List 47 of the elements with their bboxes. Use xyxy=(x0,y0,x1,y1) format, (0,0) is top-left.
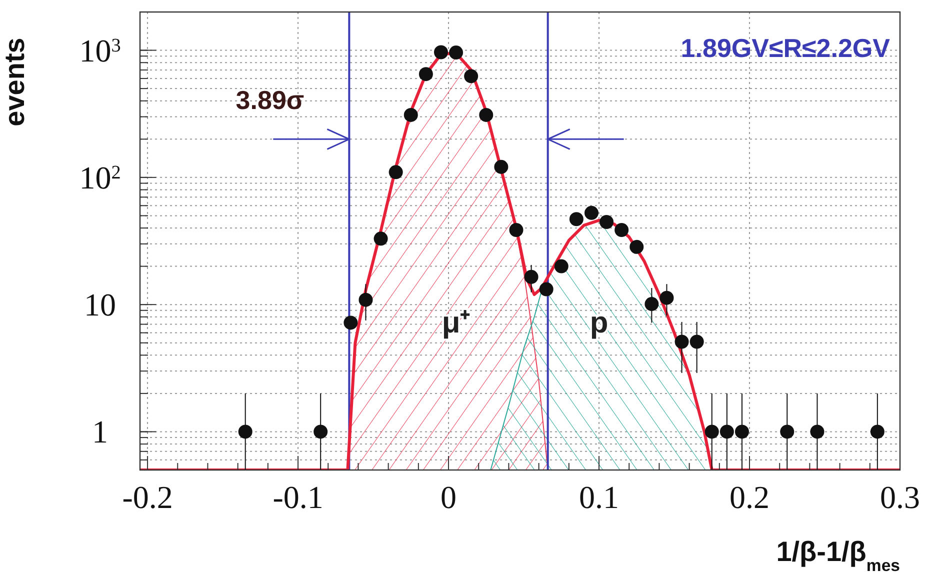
x-tick-label: -0.1 xyxy=(272,479,324,515)
point xyxy=(404,108,418,122)
point xyxy=(314,424,328,439)
x-tick-label: 0 xyxy=(440,479,457,515)
y-tick-label: 10 xyxy=(84,286,116,323)
point xyxy=(780,424,794,439)
point xyxy=(734,424,749,439)
point xyxy=(584,206,598,220)
point xyxy=(630,240,644,254)
point xyxy=(539,282,554,296)
point xyxy=(569,212,584,226)
point xyxy=(524,270,538,284)
x-tick-label: 0.2 xyxy=(730,479,770,515)
point xyxy=(690,334,704,349)
point xyxy=(810,424,824,439)
point xyxy=(358,292,373,307)
point xyxy=(674,334,689,349)
point xyxy=(644,297,659,312)
point xyxy=(464,69,478,84)
x-tick-label: 0.1 xyxy=(579,479,620,515)
point xyxy=(449,46,464,60)
point xyxy=(238,424,252,439)
x-axis-title: 1/β-1/β$_{mes}$ xyxy=(776,536,900,573)
point xyxy=(600,215,614,230)
point xyxy=(720,424,734,439)
point xyxy=(614,222,629,237)
point xyxy=(479,108,494,122)
x-tick-label: 0.3 xyxy=(880,479,920,515)
point xyxy=(870,424,884,439)
point xyxy=(344,316,358,330)
y-tick-label: 10$^{3}$ xyxy=(79,32,121,68)
point xyxy=(494,160,508,174)
series-label: p xyxy=(590,306,608,340)
y-axis-title: events xyxy=(0,38,30,126)
y-tick-label: 10$^{2}$ xyxy=(79,159,121,196)
annotation: 1.89GV≤R≤2.2GV xyxy=(680,33,891,63)
point xyxy=(434,45,448,60)
point xyxy=(704,424,719,439)
x-tick-label: -0.2 xyxy=(122,479,173,515)
point xyxy=(388,165,403,180)
point xyxy=(660,290,674,305)
point xyxy=(374,232,388,246)
point xyxy=(418,67,433,82)
point xyxy=(509,222,524,237)
annotation: 3.89σ xyxy=(236,85,304,116)
y-tick-label: 1 xyxy=(92,414,108,450)
point xyxy=(554,259,568,274)
